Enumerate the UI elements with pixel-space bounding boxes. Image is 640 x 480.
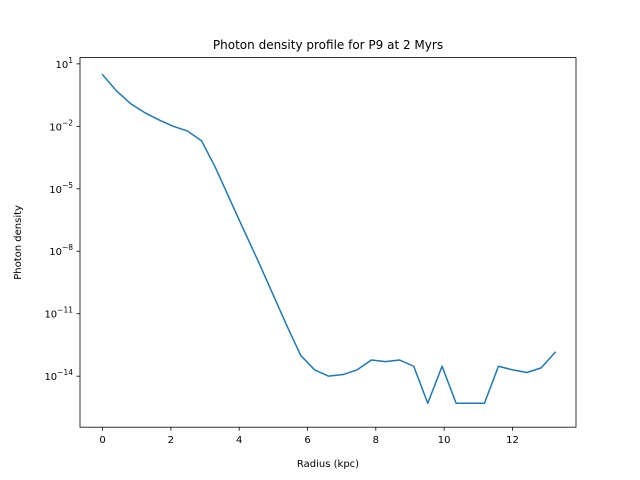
- x-tick-label: 8: [373, 435, 379, 446]
- x-tick-label: 0: [99, 435, 105, 446]
- chart-title: Photon density profile for P9 at 2 Myrs: [213, 38, 443, 52]
- x-axis-label: Radius (kpc): [297, 459, 359, 470]
- x-tick-label: 12: [506, 435, 519, 446]
- x-axis-ticks: 0 2 4 6 8 10 12: [99, 427, 519, 446]
- y-axis-ticks: 101 10−2 10−5 10−8 10−11 10−14: [44, 56, 80, 383]
- y-tick-label: 101: [55, 56, 73, 71]
- x-tick-label: 4: [236, 435, 242, 446]
- y-tick-label: 10−8: [49, 243, 73, 258]
- axes-frame: [79, 57, 577, 428]
- y-tick-label: 10−14: [44, 368, 73, 383]
- y-axis-label: Photon density: [13, 205, 24, 280]
- x-tick-label: 6: [304, 435, 310, 446]
- x-tick-label: 10: [438, 435, 451, 446]
- y-tick-label: 10−5: [49, 181, 73, 196]
- y-tick-label: 10−11: [44, 306, 73, 321]
- plot-area: [101, 73, 557, 405]
- series-line-photon-density: [101, 73, 557, 405]
- y-tick-label: 10−2: [49, 118, 73, 133]
- x-tick-label: 2: [168, 435, 174, 446]
